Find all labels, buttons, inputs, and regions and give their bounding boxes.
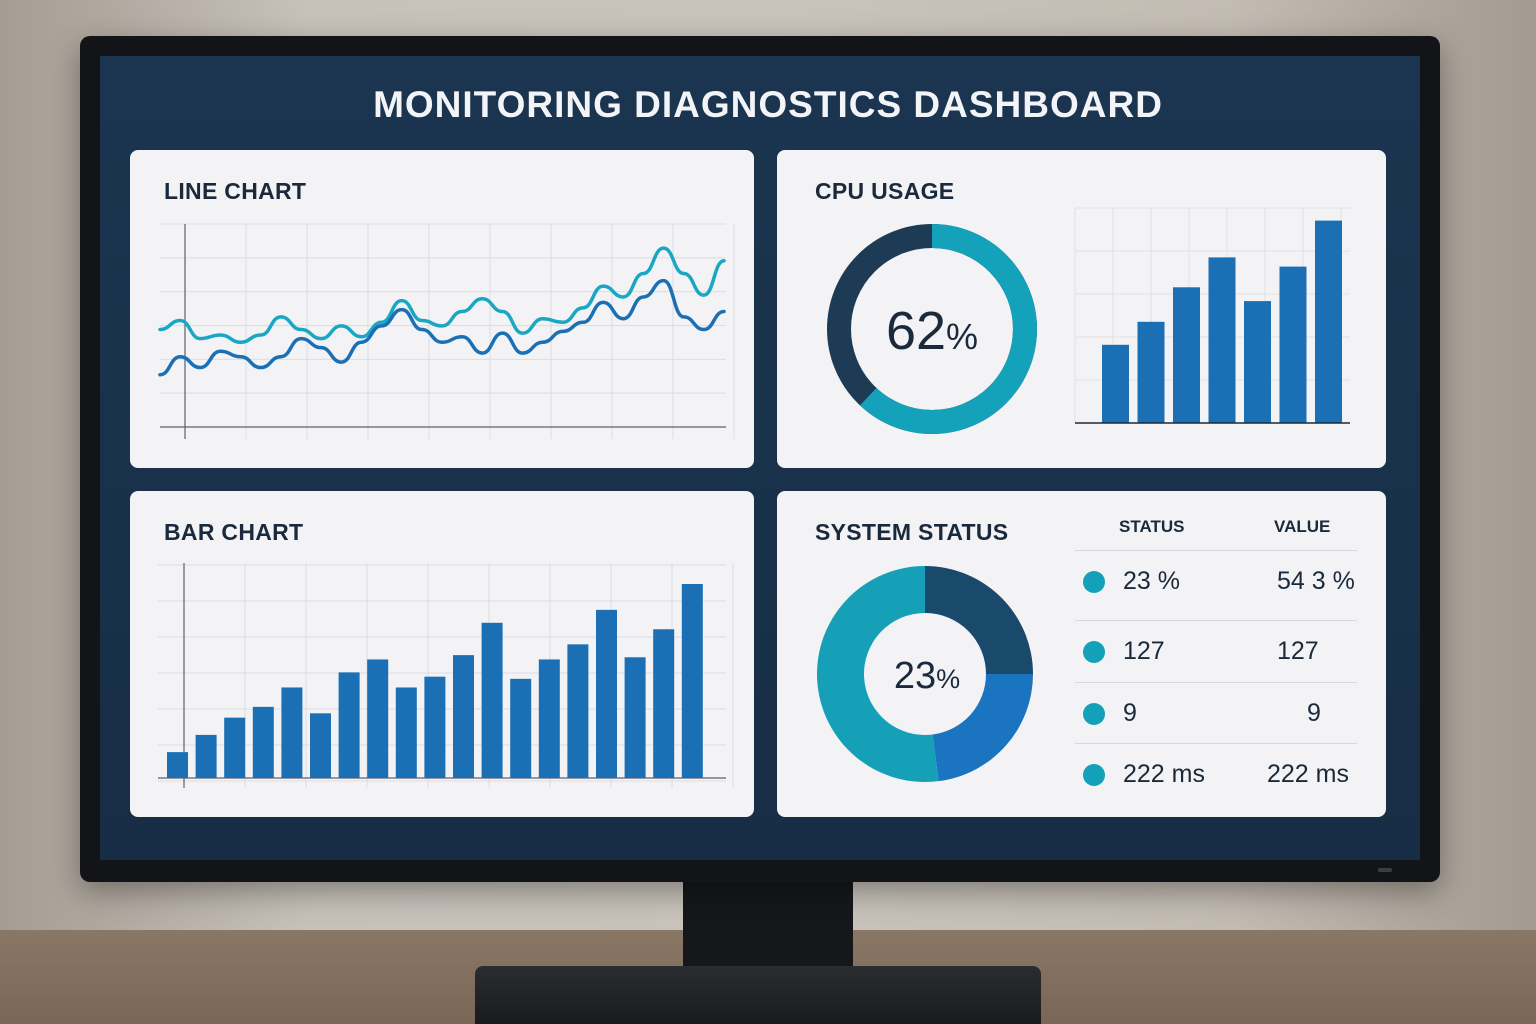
value-cell: 9 xyxy=(1307,699,1321,727)
bar xyxy=(424,676,446,778)
bar xyxy=(167,752,188,778)
status-cell: 127 xyxy=(1123,637,1165,665)
line-chart xyxy=(158,223,735,439)
status-column-header: STATUS xyxy=(1119,517,1185,536)
table-row: 222 ms 222 ms xyxy=(1075,743,1357,806)
cpu-bar xyxy=(1208,257,1236,423)
bar xyxy=(596,609,617,778)
bar xyxy=(367,659,389,778)
bar xyxy=(453,655,474,778)
bar xyxy=(653,629,675,778)
status-donut: 23% xyxy=(816,566,1033,782)
value-column-header: VALUE xyxy=(1274,517,1331,536)
monitor-stand-base xyxy=(475,966,1041,1024)
cpu-bar xyxy=(1173,287,1200,423)
donut-slice xyxy=(932,674,1033,782)
cpu-bars xyxy=(1102,220,1342,423)
bar xyxy=(624,657,646,778)
bar xyxy=(224,717,246,778)
line-grid xyxy=(160,223,735,439)
status-dot-icon xyxy=(1083,641,1105,663)
status-donut-value: 23 xyxy=(894,655,936,697)
table-row: 127 127 xyxy=(1075,620,1357,683)
bar xyxy=(338,672,360,778)
status-cell: 222 ms xyxy=(1123,760,1205,788)
bar xyxy=(281,687,303,778)
bar xyxy=(481,622,503,778)
bar-chart-title: BAR CHART xyxy=(164,519,304,545)
cpu-usage-title: CPU USAGE xyxy=(815,178,955,204)
table-row: 23 % 54 3 % xyxy=(1075,550,1357,613)
cpu-bar xyxy=(1102,344,1129,423)
value-cell: 222 ms xyxy=(1267,760,1349,788)
cpu-bar xyxy=(1279,266,1307,423)
bar-chart-panel: BAR CHART xyxy=(130,491,754,817)
bar xyxy=(681,584,703,778)
donut-slice xyxy=(925,566,1033,674)
value-cell: 54 3 % xyxy=(1277,567,1355,595)
system-status-title: SYSTEM STATUS xyxy=(815,519,1009,545)
cpu-usage-panel: CPU USAGE 62% xyxy=(777,150,1386,468)
bar xyxy=(538,659,560,778)
system-status-panel: SYSTEM STATUS 23% STATUS VALUE 23 % 54 3… xyxy=(777,491,1386,817)
bar xyxy=(510,678,532,778)
status-cell: 23 % xyxy=(1123,567,1180,595)
line-series-2 xyxy=(158,278,726,377)
table-row: 9 9 xyxy=(1075,682,1357,745)
cpu-gauge-label: 62% xyxy=(886,301,978,361)
cpu-bar xyxy=(1315,220,1342,423)
cpu-bar xyxy=(1244,301,1271,423)
status-dot-icon xyxy=(1083,703,1105,725)
value-cell: 127 xyxy=(1277,637,1319,665)
status-donut-unit: % xyxy=(936,664,960,694)
bar xyxy=(395,687,417,778)
bar xyxy=(252,706,274,778)
status-dot-icon xyxy=(1083,764,1105,786)
monitor-stand-neck xyxy=(683,880,853,980)
bar xyxy=(195,734,217,778)
cpu-gauge-unit: % xyxy=(946,316,978,357)
bar-chart xyxy=(158,563,734,788)
bar xyxy=(310,713,331,778)
donut-slice xyxy=(816,566,939,782)
line-chart-panel: LINE CHART xyxy=(130,150,754,468)
power-indicator xyxy=(1378,868,1392,872)
cpu-bar xyxy=(1137,321,1165,423)
bar xyxy=(567,644,589,778)
status-donut-label: 23% xyxy=(894,655,960,697)
cpu-gauge-arc xyxy=(827,224,1037,434)
cpu-charts: 62% xyxy=(827,207,1350,434)
dashboard-title: MONITORING DIAGNOSTICS DASHBOARD xyxy=(373,84,1163,125)
line-chart-title: LINE CHART xyxy=(164,178,307,204)
line-series-1 xyxy=(158,246,726,344)
status-dot-icon xyxy=(1083,571,1105,593)
cpu-gauge-value: 62 xyxy=(886,301,946,361)
status-cell: 9 xyxy=(1123,699,1137,727)
